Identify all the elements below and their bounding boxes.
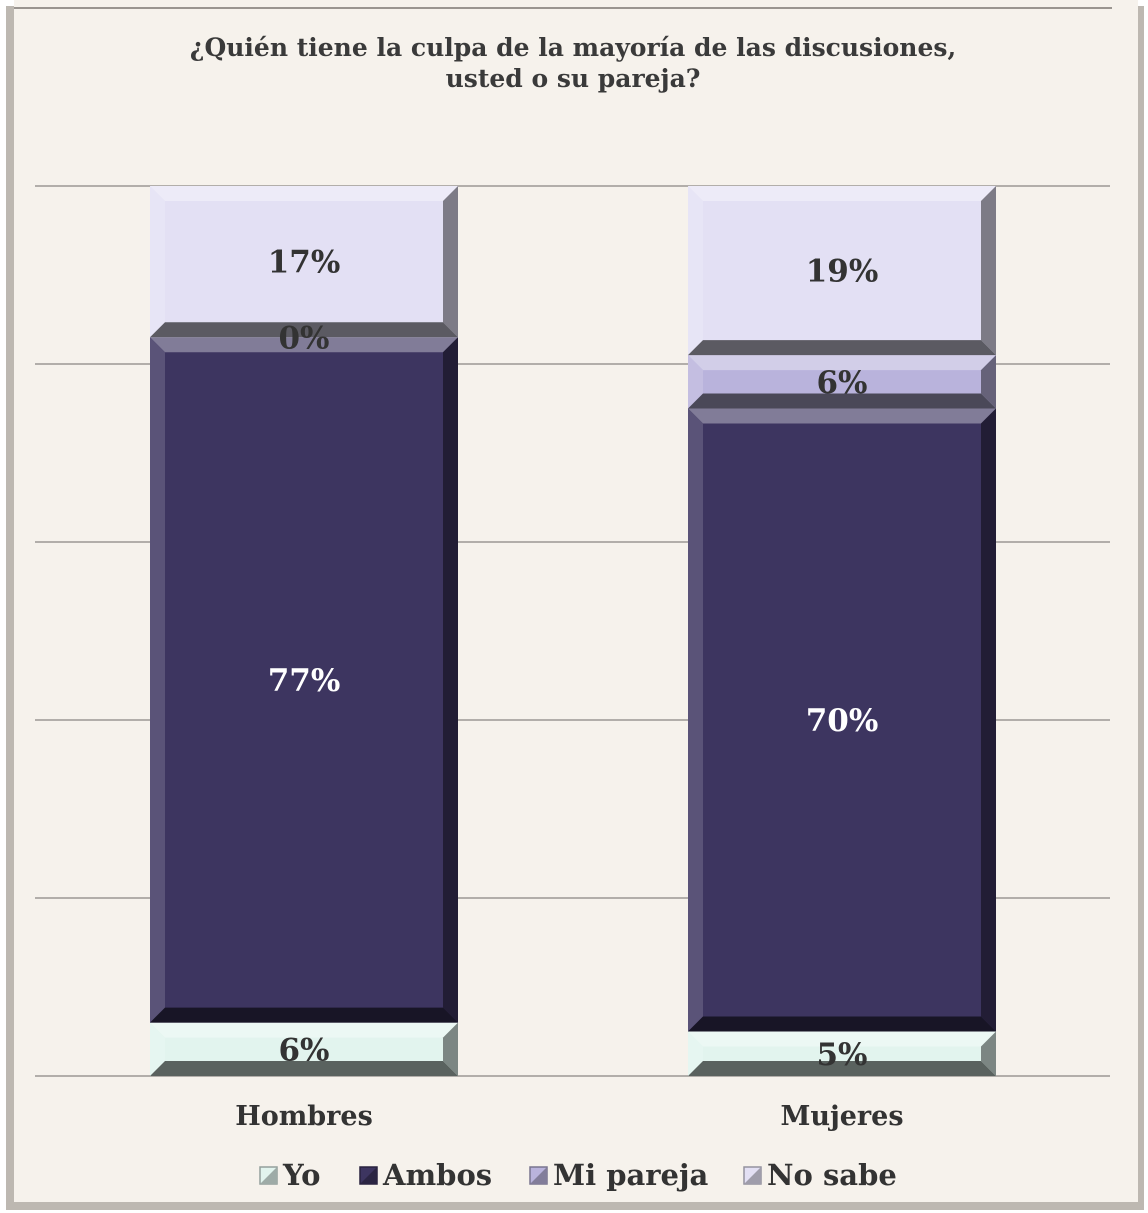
legend-item: Mi pareja — [529, 1158, 709, 1192]
legend-item: Yo — [259, 1158, 321, 1192]
data-label: 17% — [268, 245, 341, 281]
data-label: 77% — [268, 663, 341, 699]
bar-segment — [688, 408, 996, 1032]
data-label: 6% — [278, 1032, 329, 1068]
chart-title-line2: usted o su pareja? — [446, 64, 701, 93]
chart-title: ¿Quién tiene la culpa de la mayoría de l… — [190, 33, 956, 93]
legend-label: Mi pareja — [553, 1158, 709, 1192]
legend-label: No sabe — [767, 1158, 897, 1192]
bar-segment — [688, 1031, 996, 1076]
category-label: Hombres — [235, 1101, 373, 1132]
bar-segment — [150, 337, 458, 1023]
data-label: 19% — [806, 254, 879, 290]
legend-label: Yo — [282, 1158, 321, 1192]
legend-label: Ambos — [382, 1158, 492, 1192]
legend: Yo Ambos Mi pareja No sabe — [259, 1158, 897, 1192]
category-labels: Hombres Mujeres — [235, 1101, 903, 1132]
data-label: 6% — [816, 365, 867, 401]
data-label: 0% — [278, 320, 329, 356]
legend-item: No sabe — [743, 1158, 897, 1192]
data-label: 5% — [816, 1037, 867, 1073]
bar-segment — [150, 186, 458, 338]
legend-item: Ambos — [359, 1158, 492, 1192]
bar-segment — [150, 1022, 458, 1076]
category-label: Mujeres — [780, 1101, 903, 1132]
bar-segment — [688, 186, 996, 356]
bar-segment — [688, 355, 996, 409]
bars — [150, 186, 996, 1076]
data-labels: 6% 77% 0% 17% 5% 70% 6% 19% — [268, 245, 879, 1073]
chart-title-line1: ¿Quién tiene la culpa de la mayoría de l… — [190, 33, 956, 62]
data-label: 70% — [806, 703, 879, 739]
